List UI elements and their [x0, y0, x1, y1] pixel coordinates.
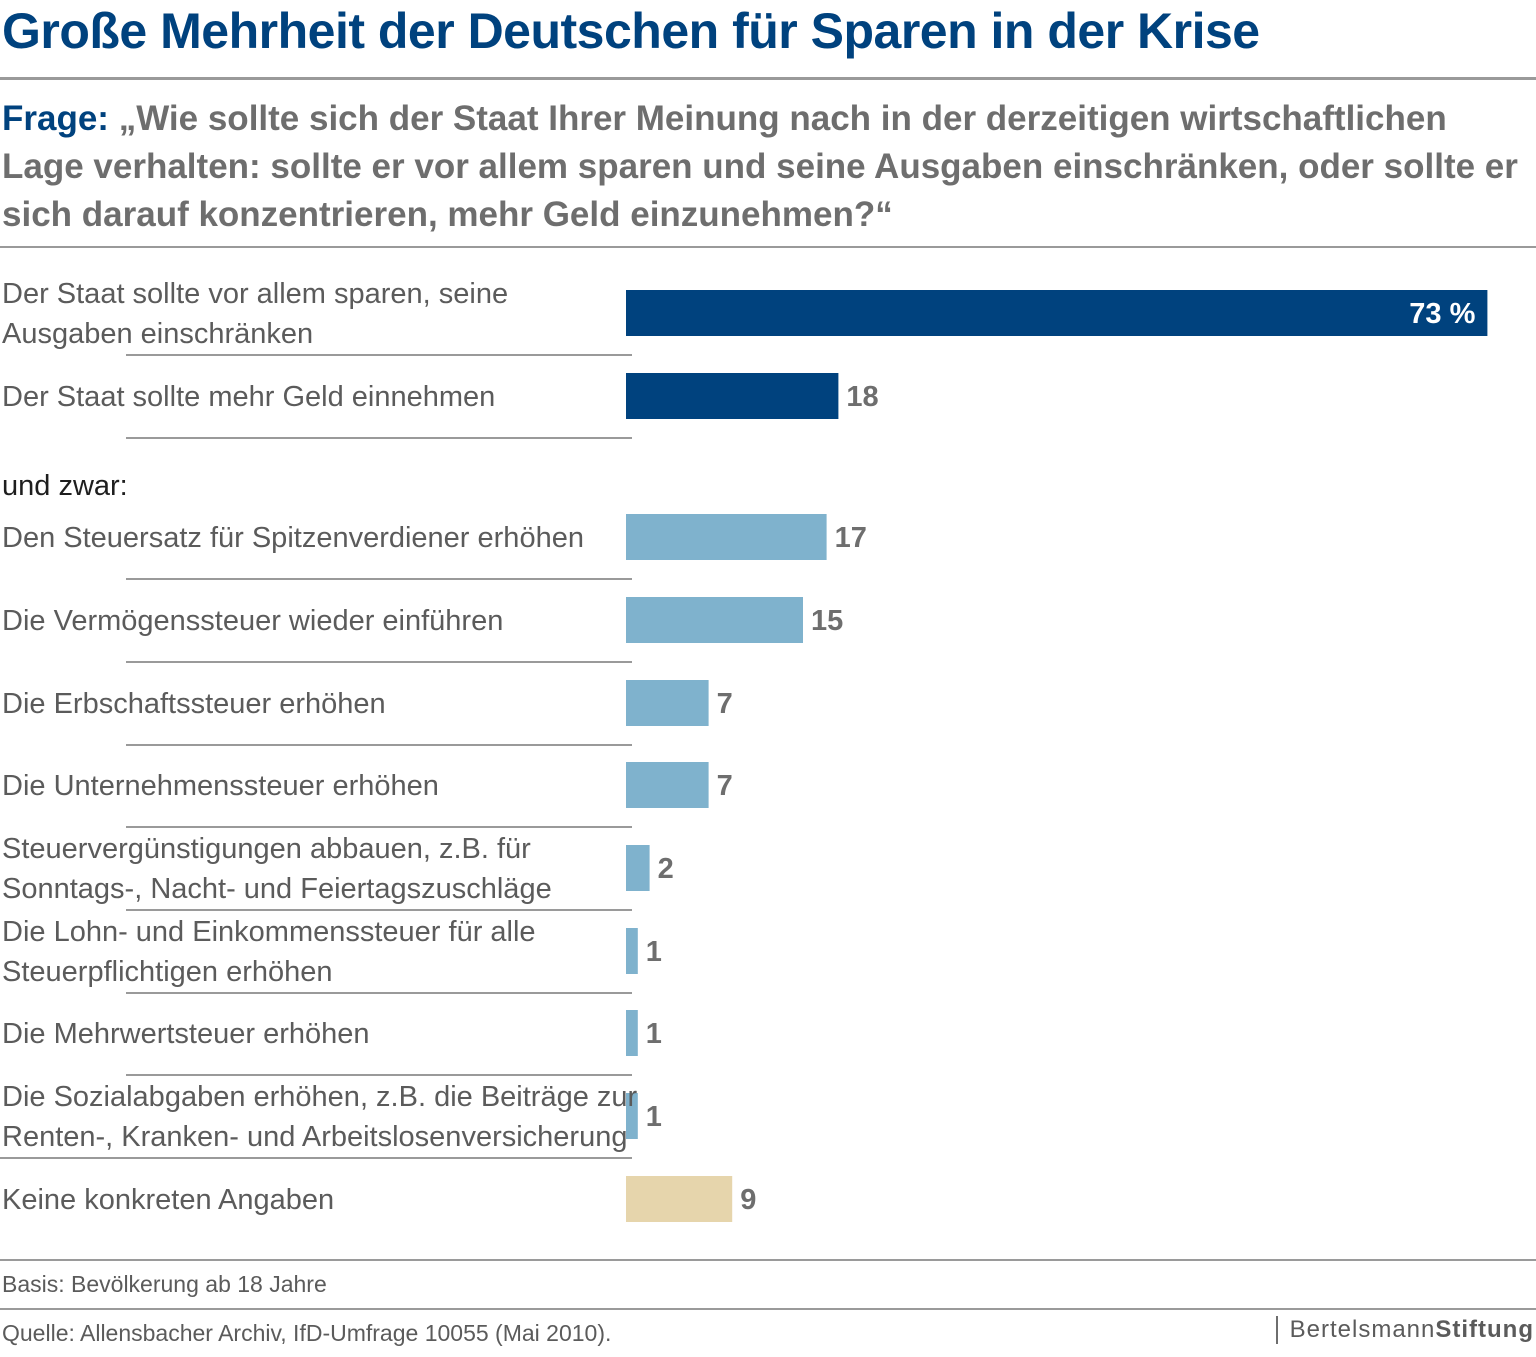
- bar: [626, 762, 709, 808]
- category-label: Steuervergünstigungen abbauen, z.B. für S…: [2, 833, 552, 905]
- brand-logo-part2: Stiftung: [1435, 1316, 1534, 1343]
- bar: [626, 845, 650, 891]
- category-label: Die Erbschaftssteuer erhöhen: [2, 688, 386, 720]
- category-label: Keine konkreten Angaben: [2, 1184, 334, 1216]
- bar: [626, 290, 1488, 336]
- question-label: Frage:: [2, 99, 109, 138]
- question-text: Frage: „Wie sollte sich der Staat Ihrer …: [2, 95, 1522, 239]
- category-label: Die Mehrwertsteuer erhöhen: [2, 1018, 370, 1050]
- bar: [626, 373, 839, 419]
- question-body: „Wie sollte sich der Staat Ihrer Meinung…: [2, 99, 1518, 234]
- category-label: Die Lohn- und Einkommenssteuer für alle S…: [2, 916, 536, 988]
- value-label: 9: [740, 1184, 756, 1216]
- bar: [626, 1176, 733, 1222]
- brand-logo-part1: Bertelsmann: [1289, 1316, 1436, 1343]
- title-divider: [0, 77, 1536, 80]
- category-label: Den Steuersatz für Spitzenverdiener erhö…: [2, 522, 584, 554]
- bar: [626, 597, 803, 643]
- value-label: 18: [846, 381, 878, 413]
- basis-note: Basis: Bevölkerung ab 18 Jahre: [2, 1271, 327, 1297]
- bar-chart: und zwar: Der Staat sollte vor allem spar…: [0, 278, 1488, 1222]
- source-note: Quelle: Allensbacher Archiv, IfD-Umfrage…: [2, 1320, 612, 1346]
- bar: [626, 514, 827, 560]
- value-label: 73 %: [1409, 298, 1475, 330]
- value-label: 17: [835, 522, 867, 554]
- value-label: 7: [717, 770, 733, 802]
- value-label: 1: [646, 1018, 662, 1050]
- category-label: Die Unternehmenssteuer erhöhen: [2, 770, 439, 802]
- footer-divider-top: [0, 1259, 1536, 1261]
- bar: [626, 928, 638, 974]
- question-divider: [0, 246, 1536, 248]
- category-label: Die Sozialabgaben erhöhen, z.B. die Beit…: [2, 1081, 638, 1153]
- value-label: 2: [658, 853, 674, 885]
- bar: [626, 1010, 638, 1056]
- section-label: und zwar:: [2, 470, 128, 502]
- value-label: 1: [646, 1101, 662, 1133]
- value-label: 15: [811, 605, 843, 637]
- bar: [626, 680, 709, 726]
- value-label: 1: [646, 936, 662, 968]
- brand-logo: BertelsmannStiftung: [1275, 1316, 1534, 1344]
- bar: [626, 1093, 638, 1139]
- category-label: Der Staat sollte mehr Geld einnehmen: [2, 381, 495, 413]
- category-label: Der Staat sollte vor allem sparen, seine…: [2, 278, 508, 350]
- category-label: Die Vermögenssteuer wieder einführen: [2, 605, 503, 637]
- value-label: 7: [717, 688, 733, 720]
- chart-title: Große Mehrheit der Deutschen für Sparen …: [2, 3, 1260, 59]
- footer-divider-mid: [0, 1308, 1536, 1310]
